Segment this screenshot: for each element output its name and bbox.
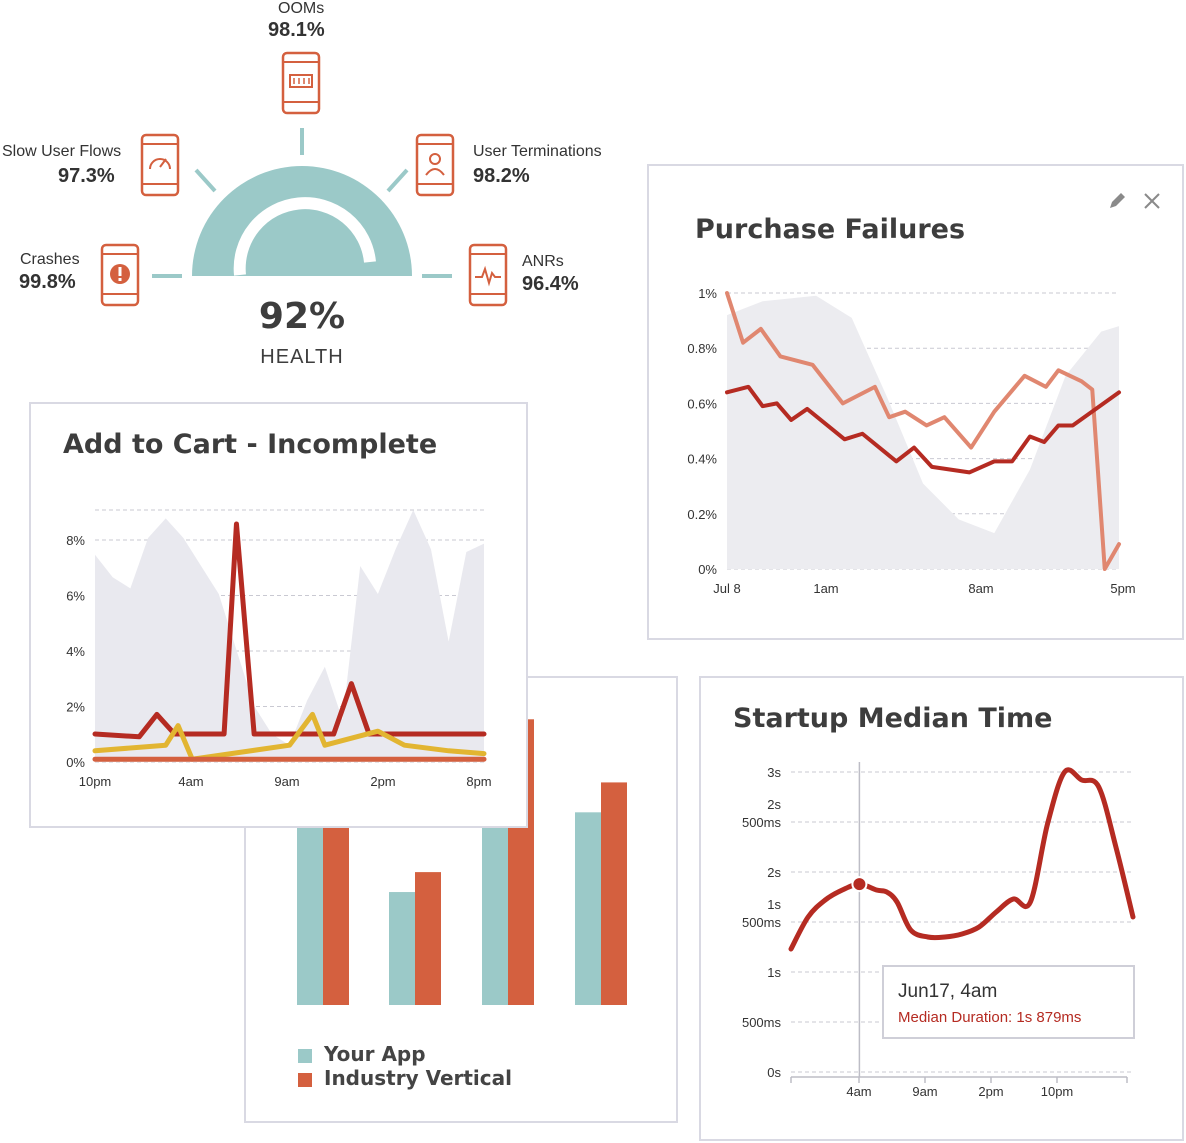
pencil-icon[interactable] [1107, 191, 1127, 211]
legend-swatch-your-app [298, 1048, 312, 1063]
y-tick-label: 0% [66, 755, 85, 770]
metric-name-anrs: ANRs [522, 253, 564, 270]
metric-name-crashes: Crashes [20, 251, 80, 268]
highlight-point[interactable] [851, 876, 868, 893]
x-tick-label: 4am [178, 774, 203, 789]
metric-name-slow-user-flows: Slow User Flows [2, 143, 122, 160]
gauge-inner-arc [233, 197, 376, 276]
add-to-cart-title: Add to Cart - Incomplete [63, 429, 438, 460]
alert-icon [100, 243, 140, 307]
y-tick-label: 4% [66, 644, 85, 659]
bar-your-app [297, 822, 323, 1005]
y-tick-label: 6% [66, 589, 85, 604]
series-area [95, 510, 484, 762]
legend-swatch-industry-vertical [298, 1072, 312, 1087]
purchase-failures-title: Purchase Failures [695, 214, 966, 245]
x-tick-label: 2pm [370, 774, 395, 789]
metric-value-user-terminations: 98.2% [473, 165, 530, 187]
x-tick-label: 10pm [1041, 1084, 1074, 1099]
add-to-cart-card: Add to Cart - Incomplete 0% 2% 4% 6% 8% 10pm 4… [29, 402, 528, 828]
tick-left-high [194, 168, 217, 193]
series-line-1 [725, 291, 1121, 571]
legend-label-industry-vertical: Industry Vertical [324, 1066, 512, 1090]
startup-median-chart: 0s 500ms 1s 1s 500ms 2s 2s 500ms 3s 4am 9am 2pm 10pm [742, 762, 1136, 1099]
metric-value-ooms: 98.1% [268, 19, 325, 41]
x-tick-label: 5pm [1110, 581, 1135, 596]
x-tick-label: 8am [968, 581, 993, 596]
tooltip-detail: Median Duration: 1s 879ms [898, 1009, 1082, 1026]
series-line-2 [725, 384, 1121, 475]
bar-your-app [575, 812, 601, 1005]
y-tick-label: 0% [698, 562, 717, 577]
metric-value-anrs: 96.4% [522, 273, 579, 295]
add-to-cart-chart: 0% 2% 4% 6% 8% 10pm 4am 9am 2pm 8pm [66, 509, 492, 789]
legend-your-app: Your App [298, 1042, 426, 1066]
x-tick-label: 9am [274, 774, 299, 789]
y-tick-label: 1% [698, 286, 717, 301]
health-value: 92% [258, 296, 346, 337]
close-icon[interactable] [1142, 191, 1162, 211]
y-tick-label: 0.8% [687, 341, 717, 356]
memory-chip-icon [281, 51, 321, 115]
metric-name-user-terminations: User Terminations [473, 143, 602, 160]
x-tick-label: 10pm [79, 774, 112, 789]
legend-label-your-app: Your App [324, 1042, 426, 1066]
metric-value-slow-user-flows: 97.3% [58, 165, 115, 187]
bar-your-app [389, 892, 415, 1005]
y-tick-label: 3s [767, 765, 781, 780]
user-icon [415, 133, 455, 197]
series-line-2 [92, 711, 487, 762]
health-section: OOMs 98.1% Slow User Flows 97.3% User Te… [0, 0, 640, 380]
y-tick-label: 2s [767, 797, 781, 812]
y-tick-label: 0.2% [687, 507, 717, 522]
purchase-failures-chart: 0% 0.2% 0.4% 0.6% 0.8% 1% Jul 8 1am 8am 5pm [687, 286, 1135, 596]
y-tick-label: 500ms [742, 815, 782, 830]
y-tick-label: 500ms [742, 1015, 782, 1030]
pulse-icon [468, 243, 508, 307]
startup-median-card: Startup Median Time 0s 500ms 1s 1s 500ms 2s 2s… [699, 676, 1184, 1141]
series-line-0 [788, 767, 1136, 952]
metric-value-crashes: 99.8% [19, 271, 76, 293]
median-tooltip: Jun17, 4am Median Duration: 1s 879ms [882, 965, 1135, 1039]
y-tick-label: 2% [66, 700, 85, 715]
tooltip-date: Jun17, 4am [898, 981, 998, 1002]
y-tick-label: 500ms [742, 915, 782, 930]
health-gauge [100, 51, 508, 307]
y-tick-label: 1s [767, 897, 781, 912]
y-tick-label: 0s [767, 1065, 781, 1080]
metric-name-ooms: OOMs [278, 0, 325, 17]
x-tick-label: 8pm [466, 774, 491, 789]
bar-industry-vertical [601, 782, 627, 1005]
y-tick-label: 0.6% [687, 396, 717, 411]
x-tick-label: 4am [846, 1084, 871, 1099]
purchase-failures-card: Purchase Failures 0% 0.2% 0.4% 0.6% 0.8% 1% Ju… [647, 164, 1184, 640]
health-label: HEALTH [260, 346, 344, 368]
bar-industry-vertical [415, 872, 441, 1005]
tick-right-high [386, 168, 409, 193]
y-tick-label: 8% [66, 533, 85, 548]
startup-median-title: Startup Median Time [733, 703, 1053, 734]
x-tick-label: Jul 8 [713, 581, 740, 596]
x-tick-label: 1am [813, 581, 838, 596]
y-tick-label: 0.4% [687, 452, 717, 467]
legend-industry-vertical: Industry Vertical [298, 1066, 512, 1090]
series-area [727, 295, 1119, 569]
speedometer-icon [140, 133, 180, 197]
y-tick-label: 1s [767, 965, 781, 980]
gauge-arc [192, 166, 412, 276]
y-tick-label: 2s [767, 865, 781, 880]
x-tick-label: 2pm [978, 1084, 1003, 1099]
x-tick-label: 9am [912, 1084, 937, 1099]
